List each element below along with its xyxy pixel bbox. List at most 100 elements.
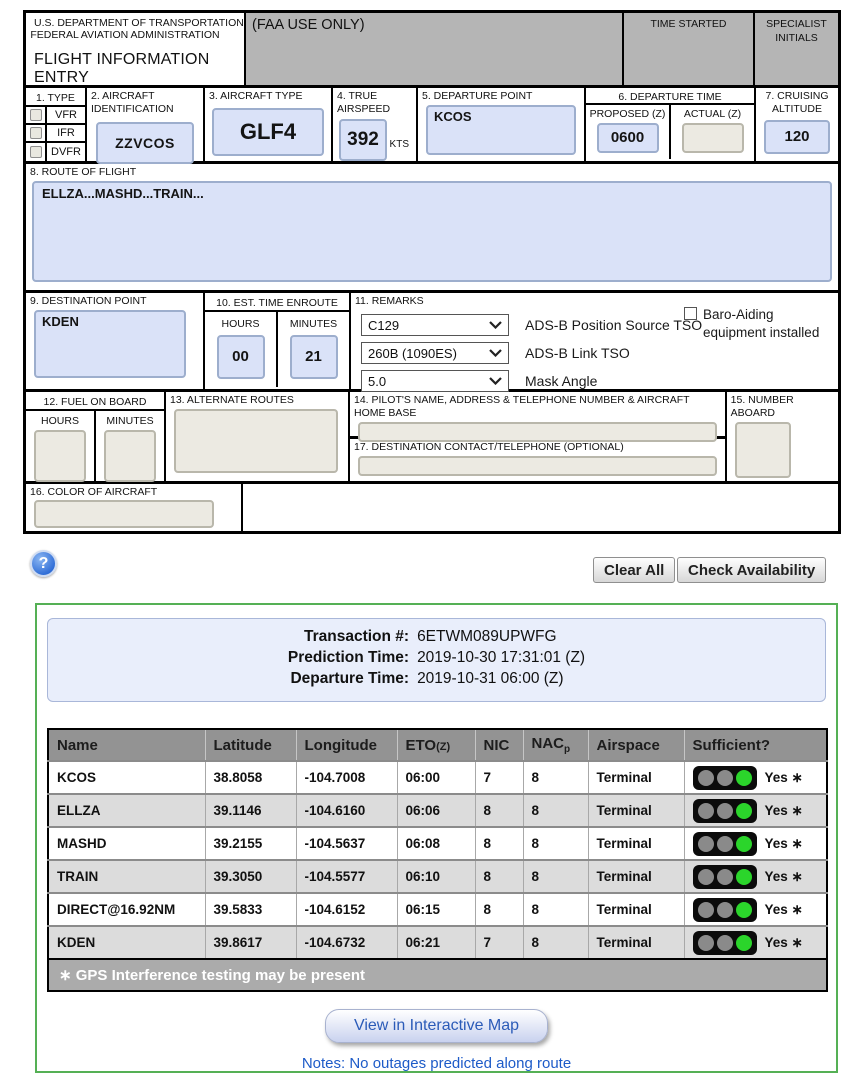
chevron-down-icon [489,321,502,330]
fuel-on-board-section: 12. FUEL ON BOARD HOURS MINUTES [26,392,166,482]
eto-cell: 06:08 [397,826,476,860]
adsb-link-label: ADS-B Link TSO [525,345,630,362]
sufficient-cell: Yes ∗ [684,925,827,959]
aircraft-id-input[interactable]: ZZVCOS [96,122,194,165]
cruising-altitude-input[interactable]: 120 [764,120,830,155]
true-airspeed-section: 4. TRUE AIRSPEED 392 KTS [333,88,418,162]
vfr-label: VFR [55,109,77,121]
longitude-cell: -104.6152 [296,892,398,926]
fuel-hours-input[interactable] [34,430,86,482]
actual-time-label: ACTUAL (Z) [683,108,742,120]
aircraft-color-section: 16. COLOR OF AIRCRAFT [26,484,243,531]
fuel-minutes-input[interactable] [104,430,156,482]
departure-point-input[interactable]: KCOS [426,105,576,156]
number-aboard-input[interactable] [734,422,791,479]
airspace-cell: Terminal [588,760,685,794]
sufficient-cell: Yes ∗ [684,826,827,860]
check-availability-button[interactable]: Check Availability [677,557,827,583]
aircraft-color-input[interactable] [34,500,214,529]
nac-cell: 8 [523,859,589,893]
remarks-label: 11. REMARKS [355,295,424,307]
fuel-minutes-label: MINUTES [106,415,154,427]
clear-all-button[interactable]: Clear All [593,557,676,583]
airspace-cell: Terminal [588,793,685,827]
transaction-label: Transaction #: [303,628,410,645]
pilot-contact-block: 14. PILOT'S NAME, ADDRESS & TELEPHONE NU… [350,392,727,481]
aircraft-type-input[interactable]: GLF4 [212,108,324,157]
mask-angle-select[interactable]: 5.0 [361,370,509,393]
table-row: KCOS 38.8058 -104.7008 06:00 7 8 Termina… [48,760,827,794]
kts-unit-label: KTS [389,139,409,150]
ete-hours-input[interactable]: 00 [216,335,265,379]
col-nic: NIC [475,729,524,761]
cruising-altitude-section: 7. CRUISING ALTITUDE 120 [756,88,838,161]
departure-time-result-label: Departure Time: [290,670,410,687]
prediction-results-panel: Transaction #: 6ETWM089UPWFG Prediction … [35,603,838,1073]
proposed-time-input[interactable]: 0600 [596,123,659,153]
form-row-1: 1. TYPE VFR IFR DVFR 2. AIRCRAFT IDENTIF… [26,88,838,165]
type-label: 1. TYPE [26,88,85,107]
nic-cell: 8 [475,859,524,893]
adsb-link-select[interactable]: 260B (1090ES) [361,342,509,365]
true-airspeed-input[interactable]: 392 [339,119,387,162]
fuel-on-board-label: 12. FUEL ON BOARD [26,392,164,411]
name-cell: ELLZA [48,793,206,827]
sufficient-value: Yes ∗ [764,802,803,818]
col-latitude: Latitude [205,729,297,761]
help-icon[interactable]: ? [30,550,57,577]
est-time-enroute-section: 10. EST. TIME ENROUTE HOURS 00 MINUTES 2… [205,293,351,389]
adsb-position-source-select[interactable]: C129 [361,314,509,337]
name-cell: KCOS [48,760,206,794]
faa-use-only-label: (FAA USE ONLY) [252,17,365,33]
pilot-info-input[interactable] [358,422,717,443]
ifr-checkbox[interactable] [29,127,42,139]
adsb-position-source-value: C129 [368,317,400,333]
form-title: FLIGHT INFORMATION ENTRY [34,51,210,86]
view-map-button[interactable]: View in Interactive Map [324,1009,549,1043]
nac-cell: 8 [523,826,589,860]
destination-contact-input[interactable] [358,456,717,477]
mask-angle-label: Mask Angle [525,373,598,390]
sufficient-cell: Yes ∗ [684,760,827,794]
alternate-routes-input[interactable] [174,409,338,474]
sufficient-cell: Yes ∗ [684,793,827,827]
dvfr-checkbox[interactable] [29,146,42,158]
sufficient-cell: Yes ∗ [684,892,827,926]
col-name: Name [48,729,206,761]
nac-cell: 8 [523,793,589,827]
table-row: TRAIN 39.3050 -104.5577 06:10 8 8 Termin… [48,859,827,893]
type-option-ifr: IFR [26,125,85,143]
latitude-cell: 39.3050 [205,859,297,893]
nic-cell: 8 [475,892,524,926]
baro-aiding-checkbox[interactable] [684,307,697,320]
availability-table: Name Latitude Longitude ETO(Z) NIC NACp … [47,728,828,992]
transaction-summary: Transaction #: 6ETWM089UPWFG Prediction … [47,618,826,702]
agency-line2: FEDERAL AVIATION ADMINISTRATION [30,29,220,41]
traffic-light-icon [692,798,757,823]
route-input[interactable]: ELLZA...MASHD...TRAIN... [32,181,832,283]
departure-time-section: 6. DEPARTURE TIME PROPOSED (Z) 0600 ACTU… [586,88,756,161]
gps-interference-note: ∗ GPS Interference testing may be presen… [48,958,827,991]
actual-time-input[interactable] [681,123,744,153]
longitude-cell: -104.7008 [296,760,398,794]
longitude-cell: -104.5577 [296,859,398,893]
name-cell: KDEN [48,925,206,959]
sufficient-value: Yes ∗ [764,901,803,917]
transaction-value: 6ETWM089UPWFG [417,628,557,645]
ete-minutes-input[interactable]: 21 [289,335,338,379]
col-eto: ETO(Z) [397,729,476,761]
sufficient-value: Yes ∗ [764,835,803,851]
destination-contact-label: 17. DESTINATION CONTACT/TELEPHONE (OPTIO… [354,441,624,453]
traffic-light-icon [692,864,757,889]
destination-point-input[interactable]: KDEN [34,310,186,379]
number-aboard-section: 15. NUMBER ABOARD [727,392,838,481]
vfr-checkbox[interactable] [29,109,42,121]
actual-time-block: ACTUAL (Z) [671,105,754,159]
pilot-info-section: 14. PILOT'S NAME, ADDRESS & TELEPHONE NU… [350,392,725,443]
latitude-cell: 39.1146 [205,793,297,827]
fuel-hours-block: HOURS [26,411,96,482]
ete-minutes-label: MINUTES [289,318,338,330]
route-section: 8. ROUTE OF FLIGHT ELLZA...MASHD...TRAIN… [26,164,838,290]
table-row: MASHD 39.2155 -104.5637 06:08 8 8 Termin… [48,826,827,860]
